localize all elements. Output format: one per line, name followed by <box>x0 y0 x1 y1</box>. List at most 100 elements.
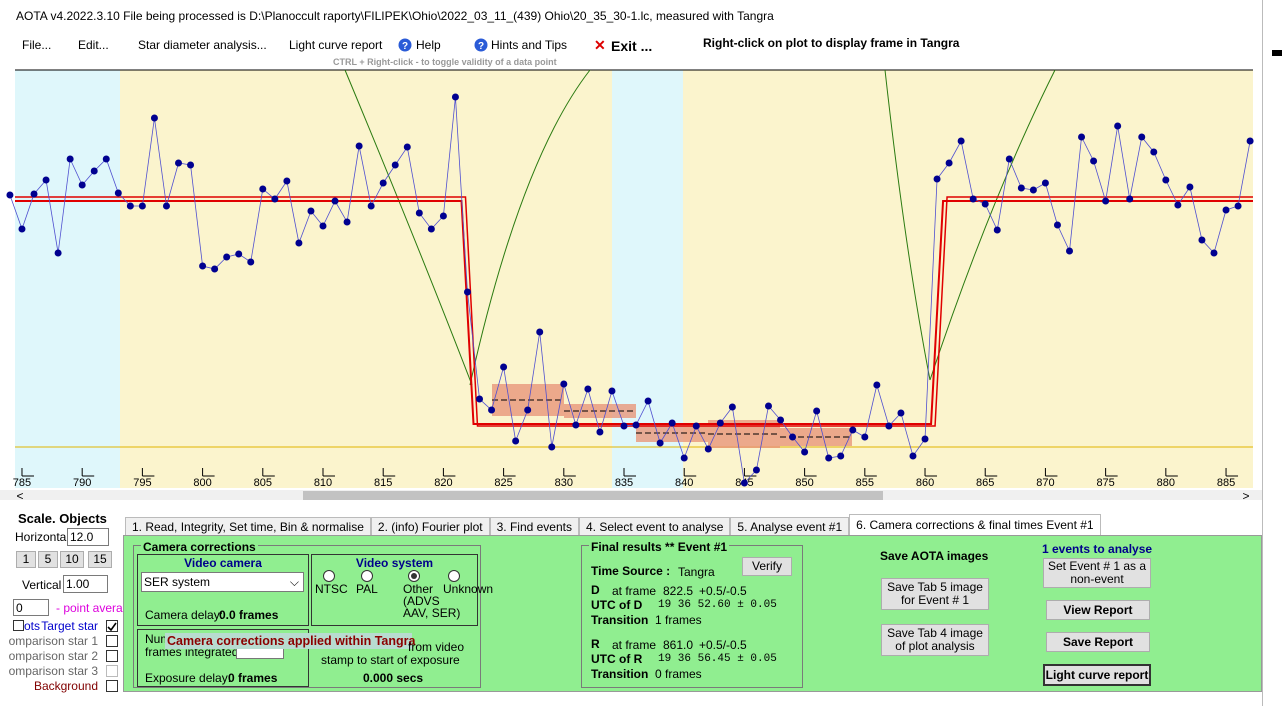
data-point <box>728 403 736 411</box>
checkbox[interactable] <box>106 620 118 632</box>
data-point <box>343 218 351 226</box>
x-tick-label: 785 <box>13 477 31 489</box>
x-tick-label: 870 <box>1036 477 1054 489</box>
data-point <box>933 175 941 183</box>
data-point <box>656 439 664 447</box>
radio[interactable] <box>408 570 420 582</box>
data-point <box>897 409 905 417</box>
data-point <box>512 437 520 445</box>
menu-item[interactable]: File... <box>22 38 52 52</box>
camera-select[interactable]: SER system ⌵ <box>141 572 304 592</box>
data-point <box>162 202 170 210</box>
checkbox[interactable] <box>106 665 118 677</box>
edge-mark <box>1272 50 1282 56</box>
data-point <box>1078 133 1086 141</box>
menu-item[interactable]: Star diameter analysis... <box>138 38 267 52</box>
label: at frame <box>612 638 657 652</box>
horizontal-input[interactable]: 12.0 <box>67 528 109 546</box>
radio-label: Other (ADVS AAV, SER) <box>403 582 461 620</box>
verify-button[interactable]: Verify <box>742 557 792 576</box>
data-point <box>6 191 14 199</box>
data-point <box>175 159 183 167</box>
tab[interactable]: 5. Analyse event #1 <box>730 517 850 535</box>
data-point <box>30 190 38 198</box>
save-button[interactable]: Save Tab 4 image of plot analysis <box>881 624 989 656</box>
tab[interactable]: 3. Find events <box>489 517 579 535</box>
data-point <box>764 402 772 410</box>
save-report-button[interactable]: Save Report <box>1046 632 1150 652</box>
data-point <box>1005 155 1013 163</box>
shade <box>612 70 683 488</box>
x-tick-label: 820 <box>434 477 452 489</box>
data-point <box>668 419 676 427</box>
data-point <box>66 155 74 163</box>
label: Time Source : <box>591 564 671 578</box>
save-button[interactable]: Save Tab 5 image for Event # 1 <box>881 578 989 610</box>
scroll-right[interactable]: > <box>1242 489 1249 500</box>
menu-item[interactable]: Exit ... <box>611 38 653 54</box>
label: ots <box>24 619 41 633</box>
label: UTC of R <box>591 652 643 666</box>
checkbox[interactable] <box>106 635 118 647</box>
scale-button[interactable]: 15 <box>88 551 112 568</box>
data-point <box>259 185 267 193</box>
x-tick-label: 815 <box>374 477 392 489</box>
scroll-left[interactable]: < <box>16 489 23 500</box>
checkbox[interactable] <box>106 680 118 692</box>
scale-button[interactable]: 10 <box>60 551 84 568</box>
data-point <box>295 239 303 247</box>
data-point <box>1041 179 1049 187</box>
tab[interactable]: 2. (info) Fourier plot <box>370 517 490 535</box>
data-point <box>813 407 821 415</box>
tab[interactable]: 4. Select event to analyse <box>578 517 731 535</box>
data-point <box>752 466 760 474</box>
radio[interactable] <box>323 570 335 582</box>
data-point <box>476 395 484 403</box>
data-point <box>367 202 375 210</box>
menu-item[interactable]: Help <box>416 38 441 52</box>
checkbox[interactable] <box>106 650 118 662</box>
label: omparison star 2 <box>8 649 98 663</box>
radio[interactable] <box>448 570 460 582</box>
label: Horizontal <box>15 530 70 544</box>
scale-button[interactable]: 1 <box>16 551 36 568</box>
tab[interactable]: 6. Camera corrections & final times Even… <box>849 514 1101 535</box>
tab[interactable]: 1. Read, Integrity, Set time, Bin & norm… <box>125 517 371 535</box>
data-point <box>921 435 929 443</box>
data-point <box>488 406 496 414</box>
menu-item[interactable]: Hints and Tips <box>491 38 568 52</box>
data-point <box>644 397 652 405</box>
light-curve-plot[interactable]: < > 785 790 795 800 805 810 815 820 825 830 835 840… <box>0 0 1282 500</box>
group-title: Video camera <box>184 556 262 570</box>
x-tick-label: 860 <box>916 477 934 489</box>
data-point <box>801 448 809 456</box>
scale-button[interactable]: 5 <box>38 551 58 568</box>
label: Camera delay: <box>145 608 224 622</box>
label: - point average <box>56 601 137 615</box>
value: +0.5/-0.5 <box>699 638 747 652</box>
vertical-input[interactable]: 1.00 <box>63 575 108 593</box>
data-point <box>740 479 748 487</box>
x-tick-label: 880 <box>1157 477 1175 489</box>
radio-dot <box>411 573 417 579</box>
label: omparison star 3 <box>8 664 98 678</box>
data-point <box>415 209 423 217</box>
menu-item[interactable]: Edit... <box>78 38 109 52</box>
data-point <box>993 226 1001 234</box>
menu-item[interactable]: Light curve report <box>289 38 383 52</box>
view-report-button[interactable]: View Report <box>1046 600 1150 620</box>
radio[interactable] <box>361 570 373 582</box>
shade <box>120 70 612 488</box>
radio-label: Unknown <box>443 582 494 596</box>
data-point <box>223 253 231 261</box>
data-point <box>885 422 893 430</box>
data-point <box>548 443 556 451</box>
x-tick-label: 855 <box>856 477 874 489</box>
scroll-thumb[interactable] <box>303 491 883 500</box>
light-curve-button[interactable]: Light curve report <box>1043 664 1151 686</box>
label: Transition <box>591 667 649 681</box>
x-tick-label: 850 <box>795 477 813 489</box>
non-event-button[interactable]: Set Event # 1 as a non-event <box>1043 558 1151 588</box>
average-select[interactable]: 0 <box>13 599 49 616</box>
data-point <box>837 452 845 460</box>
